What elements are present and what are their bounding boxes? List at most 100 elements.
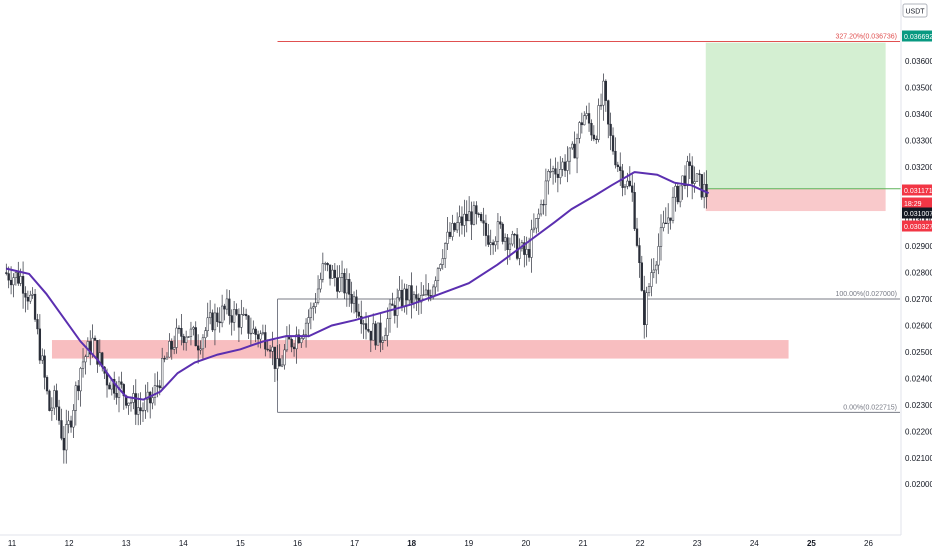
candle — [41, 348, 44, 364]
candle-body — [91, 337, 94, 355]
candle — [129, 396, 133, 412]
currency-label: USDT — [905, 9, 925, 16]
candle-body — [523, 242, 526, 255]
candle-body — [597, 105, 600, 140]
candle-body — [518, 248, 521, 259]
candle — [113, 371, 116, 400]
candle — [599, 93, 603, 110]
candle-body — [232, 309, 236, 323]
candle — [36, 313, 39, 335]
candle — [252, 320, 255, 335]
candle-body — [575, 138, 579, 159]
candle-body — [465, 213, 468, 222]
candle — [448, 222, 452, 239]
candle — [559, 156, 562, 185]
candle — [280, 355, 284, 368]
candle-body — [679, 185, 682, 203]
candle-body — [290, 339, 293, 348]
candle — [424, 274, 428, 297]
candle-body — [398, 289, 401, 299]
candle — [590, 119, 593, 141]
candle — [89, 330, 92, 366]
candle — [566, 146, 569, 183]
candle-body — [532, 227, 536, 231]
candle — [211, 309, 214, 333]
candle — [333, 263, 336, 287]
candle-body — [326, 263, 329, 266]
candle-body — [506, 237, 509, 250]
candle-body — [479, 214, 483, 221]
candle — [290, 337, 293, 353]
candle-body — [372, 323, 375, 341]
candle-body — [276, 358, 279, 369]
time-axis[interactable]: 11 12 13 14 15 16 17 18 19 20 21 22 23 24 25 26 — [8, 539, 874, 548]
candle-body — [650, 272, 653, 287]
candle — [321, 252, 325, 283]
currency-button[interactable]: USDT — [902, 3, 928, 18]
candle — [628, 166, 631, 188]
candle — [568, 147, 572, 175]
candle — [578, 121, 581, 144]
candle — [21, 261, 25, 309]
candle-body — [436, 268, 440, 281]
candle — [24, 286, 27, 313]
candle-body — [573, 143, 576, 159]
candle — [12, 273, 15, 298]
candle-body — [643, 290, 646, 325]
candle — [587, 102, 591, 132]
candle — [616, 161, 619, 173]
candle-body — [199, 348, 202, 351]
candle-body — [273, 346, 277, 369]
fib-label: 100.00%(0.027000) — [836, 291, 898, 298]
candle-body — [379, 322, 382, 343]
candle — [470, 201, 473, 240]
candle — [623, 183, 627, 196]
candle — [360, 300, 363, 334]
candle-body — [667, 217, 670, 224]
candle — [161, 347, 164, 391]
candle — [676, 182, 679, 205]
candle — [300, 336, 303, 348]
candle — [55, 383, 58, 421]
candle — [662, 210, 665, 232]
candle — [369, 330, 372, 353]
time-tick: 23 — [693, 539, 702, 548]
candle-body — [338, 277, 341, 292]
candle — [230, 309, 233, 336]
candle — [93, 335, 97, 341]
candle-body — [17, 272, 20, 284]
zone-support — [51, 340, 789, 359]
candle-body — [115, 393, 118, 398]
candle-body — [640, 262, 643, 291]
candle-body — [602, 80, 605, 106]
candle-body — [422, 294, 425, 296]
candle — [503, 233, 507, 251]
candle — [254, 326, 257, 343]
candle — [213, 303, 217, 346]
candle — [43, 349, 46, 390]
candle — [484, 214, 488, 247]
candle-body — [535, 218, 538, 229]
candle-body — [530, 229, 533, 258]
candle-body — [45, 377, 49, 392]
currency-button-frame[interactable] — [902, 3, 928, 18]
candle — [237, 308, 241, 342]
candle-body — [321, 263, 325, 280]
candle — [372, 313, 375, 341]
candle-body — [7, 273, 10, 281]
candle-body — [297, 334, 301, 343]
candle — [652, 258, 655, 279]
price-marker-box — [902, 184, 932, 196]
candle — [72, 404, 75, 439]
candle-body — [691, 165, 694, 184]
candle-body — [568, 147, 572, 162]
candle — [422, 285, 425, 297]
candle-body — [180, 327, 183, 337]
candle — [134, 379, 137, 425]
candle — [62, 426, 65, 464]
candle-body — [604, 80, 607, 101]
candle — [26, 290, 30, 310]
candle-body — [705, 184, 708, 198]
